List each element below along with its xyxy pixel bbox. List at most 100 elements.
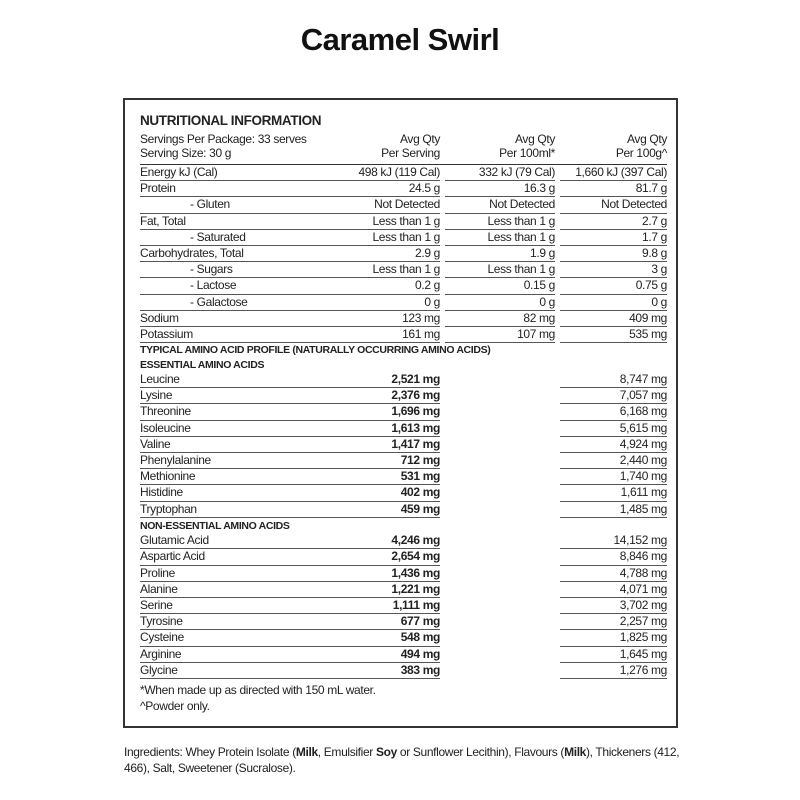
nutrient-label: - Gluten bbox=[140, 197, 340, 214]
per-100ml-value: Less than 1 g bbox=[445, 262, 555, 279]
per-100g-value: 0.75 g bbox=[560, 278, 667, 295]
col-header-per-100ml: Avg Qty Per 100ml* bbox=[445, 132, 555, 164]
per-100ml-value: 0.15 g bbox=[445, 278, 555, 295]
per-100g-value: 5,615 mg bbox=[560, 421, 667, 437]
per-100g-value: 14,152 mg bbox=[560, 533, 667, 550]
per-serving-value: 677 mg bbox=[340, 614, 440, 631]
per-serving-value: 1,417 mg bbox=[340, 437, 440, 453]
amino-acid-label: Tryptophan bbox=[140, 502, 340, 518]
servings-per-package: Servings Per Package: 33 serves bbox=[140, 132, 307, 146]
col-header-line: Avg Qty bbox=[399, 132, 440, 146]
amino-acid-row: Leucine 2,521 mg 8,747 mg bbox=[140, 372, 667, 389]
empty-cell bbox=[445, 598, 555, 614]
amino-acid-row: Alanine 1,221 mg 4,071 mg bbox=[140, 582, 667, 598]
amino-acid-label: Histidine bbox=[140, 485, 340, 502]
per-100g-value: 4,924 mg bbox=[560, 437, 667, 453]
per-serving-value: 712 mg bbox=[340, 453, 440, 470]
per-100g-value: 9.8 g bbox=[560, 246, 667, 263]
per-100g-value: 8,846 mg bbox=[560, 549, 667, 566]
amino-acid-label: Glutamic Acid bbox=[140, 533, 340, 550]
per-100g-value: 3 g bbox=[560, 262, 667, 279]
per-serving-value: Less than 1 g bbox=[340, 230, 440, 246]
per-serving-value: 459 mg bbox=[340, 502, 440, 518]
per-serving-value: 1,111 mg bbox=[340, 598, 440, 615]
allergen-text: Soy bbox=[375, 745, 397, 759]
footnote: ^Powder only. bbox=[140, 698, 210, 713]
per-serving-value: 531 mg bbox=[340, 469, 440, 486]
empty-cell bbox=[445, 630, 555, 646]
amino-acid-row: Serine 1,111 mg 3,702 mg bbox=[140, 598, 667, 615]
per-serving-value: Less than 1 g bbox=[340, 262, 440, 279]
nutrition-panel: NUTRITIONAL INFORMATION Servings Per Pac… bbox=[123, 98, 678, 728]
per-100g-value: 1,825 mg bbox=[560, 630, 667, 647]
ingredient-text: Ingredients: Whey Protein Isolate ( bbox=[124, 745, 296, 759]
nutrient-row: - Gluten Not Detected Not Detected Not Dete… bbox=[140, 197, 667, 214]
amino-acid-label: Aspartic Acid bbox=[140, 549, 340, 566]
amino-acid-row: Aspartic Acid 2,654 mg 8,846 mg bbox=[140, 549, 667, 566]
amino-acid-label: Isoleucine bbox=[140, 421, 340, 437]
col-header-per-serving: Avg Qty Per Serving bbox=[340, 132, 440, 164]
per-100ml-value: 0 g bbox=[445, 295, 555, 311]
per-100g-value: 1,611 mg bbox=[560, 485, 667, 502]
amino-acid-label: Lysine bbox=[140, 388, 340, 405]
col-header-line: Avg Qty bbox=[626, 132, 667, 146]
essential-amino-table: Leucine 2,521 mg 8,747 mg Lysine 2,376 mg 7,0… bbox=[140, 372, 667, 518]
amino-acid-label: Threonine bbox=[140, 404, 340, 421]
empty-cell bbox=[445, 388, 555, 404]
per-serving-value: 2,654 mg bbox=[340, 549, 440, 566]
amino-acid-row: Valine 1,417 mg 4,924 mg bbox=[140, 437, 667, 453]
serving-size: Serving Size: 30 g bbox=[140, 146, 232, 160]
empty-cell bbox=[445, 582, 555, 598]
empty-cell bbox=[445, 404, 555, 420]
amino-acid-label: Methionine bbox=[140, 469, 340, 486]
per-serving-value: 383 mg bbox=[340, 663, 440, 679]
col-header-line: Avg Qty bbox=[514, 132, 555, 146]
col-header-line: Per 100ml* bbox=[499, 146, 555, 160]
empty-cell bbox=[445, 421, 555, 437]
per-serving-value: 0 g bbox=[340, 295, 440, 311]
per-100ml-value: 1.9 g bbox=[445, 246, 555, 263]
allergen-text: Milk bbox=[295, 745, 318, 759]
column-header: Servings Per Package: 33 serves Serving … bbox=[140, 132, 667, 164]
empty-cell bbox=[445, 663, 555, 679]
nutrient-label: - Lactose bbox=[140, 278, 340, 295]
nutrient-row: - Saturated Less than 1 g Less than 1 g 1.7… bbox=[140, 230, 667, 246]
empty-cell bbox=[445, 549, 555, 565]
col-header-line: Per Serving bbox=[381, 146, 440, 160]
ingredient-text: , Emulsifier bbox=[317, 745, 376, 759]
per-serving-value: 1,696 mg bbox=[340, 404, 440, 421]
empty-cell bbox=[445, 437, 555, 453]
amino-acid-row: Threonine 1,696 mg 6,168 mg bbox=[140, 404, 667, 421]
product-title: Caramel Swirl bbox=[300, 22, 500, 57]
amino-acid-label: Valine bbox=[140, 437, 340, 453]
nutrient-label: Protein bbox=[140, 181, 340, 198]
nutrient-row: Sodium 123 mg 82 mg 409 mg bbox=[140, 311, 667, 327]
per-100g-value: 8,747 mg bbox=[560, 372, 667, 389]
amino-acid-label: Glycine bbox=[140, 663, 340, 679]
per-100ml-value: 82 mg bbox=[445, 311, 555, 327]
nutrient-label: Fat, Total bbox=[140, 214, 340, 230]
per-100ml-value: 16.3 g bbox=[445, 181, 555, 198]
empty-cell bbox=[445, 469, 555, 485]
nutrient-row: Protein 24.5 g 16.3 g 81.7 g bbox=[140, 181, 667, 198]
per-serving-value: 494 mg bbox=[340, 647, 440, 663]
nutrient-row: Energy kJ (Cal) 498 kJ (119 Cal) 332 kJ (7… bbox=[140, 165, 667, 182]
amino-acid-row: Tyrosine 677 mg 2,257 mg bbox=[140, 614, 667, 631]
amino-acid-label: Phenylalanine bbox=[140, 453, 340, 470]
per-100g-value: 7,057 mg bbox=[560, 388, 667, 405]
per-100ml-value: Less than 1 g bbox=[445, 230, 555, 246]
nutrient-label: Potassium bbox=[140, 327, 340, 344]
empty-cell bbox=[445, 614, 555, 630]
ingredient-text: ), Thickeners (412, 466), Salt, Sweetene… bbox=[124, 745, 680, 775]
per-100g-value: 2.7 g bbox=[560, 214, 667, 230]
amino-acid-row: Arginine 494 mg 1,645 mg bbox=[140, 647, 667, 663]
per-serving-value: 123 mg bbox=[340, 311, 440, 327]
amino-acid-row: Methionine 531 mg 1,740 mg bbox=[140, 469, 667, 486]
ingredient-text: or Sunflower Lecithin), Flavours ( bbox=[396, 745, 565, 759]
per-100g-value: 409 mg bbox=[560, 311, 667, 327]
per-100ml-value: 107 mg bbox=[445, 327, 555, 344]
per-100g-value: 1.7 g bbox=[560, 230, 667, 246]
per-100g-value: Not Detected bbox=[560, 197, 667, 214]
per-100g-value: 81.7 g bbox=[560, 181, 667, 198]
essential-heading: ESSENTIAL AMINO ACIDS bbox=[140, 358, 265, 371]
